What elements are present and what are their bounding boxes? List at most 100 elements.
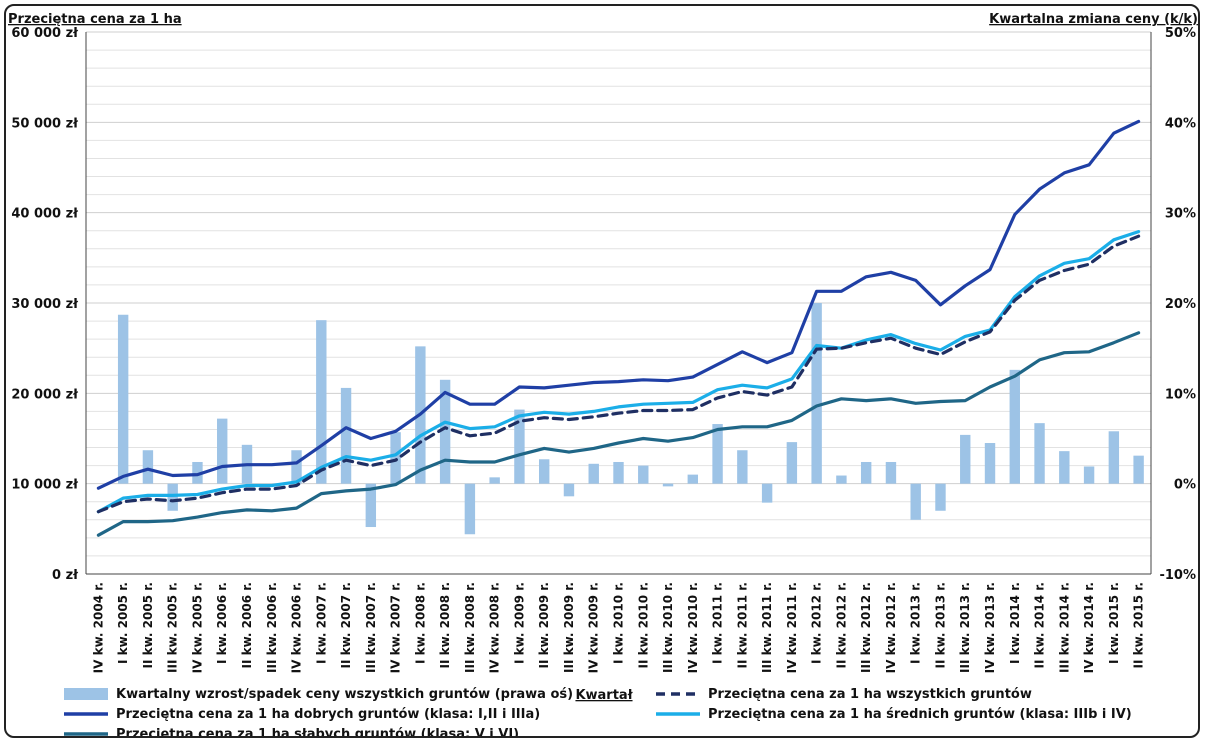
x-tick-label: III kw. 2007 r. — [364, 582, 378, 673]
y-left-tick-label: 10 000 zł — [11, 478, 79, 493]
bar — [885, 461, 897, 484]
legend-label: Przeciętna cena za 1 ha wszystkich grunt… — [708, 687, 1032, 702]
x-tick-label: I kw. 2007 r. — [314, 582, 328, 664]
x-tick-label: IV kw. 2008 r. — [488, 582, 502, 673]
x-tick-label: I kw. 2010 r. — [612, 582, 626, 664]
axes: 0 zł 10 000 zł 20 000 zł 30 000 zł 40 000 zł… — [11, 26, 1196, 673]
bar — [489, 477, 500, 484]
x-tick-label: II kw. 2011 r. — [735, 582, 749, 668]
y-left-tick-label: 30 000 zł — [11, 297, 79, 312]
bar — [365, 483, 377, 528]
legend-label: Przeciętna cena za 1 ha średnich gruntów… — [708, 707, 1132, 722]
x-tick-label: IV kw. 2014 r. — [1082, 582, 1096, 673]
right-axis-title: Kwartalna zmiana ceny (k/k) — [989, 12, 1198, 27]
bar — [984, 443, 996, 484]
x-tick-label: IV kw. 2007 r. — [389, 582, 403, 673]
bar — [167, 483, 178, 511]
x-tick-label: IV kw. 2011 r. — [785, 582, 799, 673]
legend-label: Przeciętna cena za 1 ha dobrych gruntów … — [116, 707, 540, 722]
x-tick-label: I kw. 2011 r. — [711, 582, 725, 664]
x-tick-label: II kw. 2015 r. — [1132, 582, 1146, 668]
left-axis-title: Przeciętna cena za 1 ha — [8, 12, 182, 27]
bar — [316, 320, 327, 484]
bar — [340, 387, 352, 484]
y-right-tick-label: 30% — [1165, 207, 1196, 222]
y-right-tick-label: 50% — [1165, 26, 1196, 41]
bar — [712, 424, 723, 484]
bar — [786, 442, 798, 484]
series-line — [96, 230, 1141, 514]
legend-label: Przeciętna cena za 1 ha słabych gruntów … — [116, 727, 519, 738]
x-tick-label: III kw. 2014 r. — [1057, 582, 1071, 673]
y-right-tick-label: 20% — [1165, 297, 1196, 312]
x-tick-label: II kw. 2007 r. — [339, 582, 353, 668]
y-left-tick-label: 60 000 zł — [11, 26, 79, 41]
y-right-tick-label: 10% — [1165, 387, 1196, 402]
x-tick-label: I kw. 2005 r. — [116, 582, 130, 664]
series-line — [96, 119, 1141, 490]
bar — [960, 434, 971, 484]
bar — [217, 418, 228, 484]
bar — [613, 461, 624, 484]
x-tick-label: I kw. 2012 r. — [810, 582, 824, 664]
bar — [464, 483, 476, 535]
bar — [1034, 423, 1045, 484]
x-tick-label: III kw. 2010 r. — [661, 582, 675, 673]
bar — [1009, 369, 1020, 484]
legend: Kwartalny wzrost/spadek ceny wszystkich … — [64, 687, 1132, 738]
bar — [910, 483, 921, 520]
x-tick-label: I kw. 2013 r. — [909, 582, 923, 664]
x-tick-label: IV kw. 2013 r. — [983, 582, 997, 673]
x-tick-label: IV kw. 2005 r. — [190, 582, 204, 673]
bar-series — [117, 303, 1144, 535]
x-tick-label: III kw. 2009 r. — [562, 582, 576, 673]
x-tick-label: III kw. 2005 r. — [166, 582, 180, 673]
x-tick-label: III kw. 2008 r. — [463, 582, 477, 673]
bar — [1059, 451, 1070, 484]
bar — [638, 465, 649, 484]
bar — [588, 463, 599, 484]
x-tick-label: II kw. 2012 r. — [834, 582, 848, 668]
y-right-tick-label: 0% — [1174, 478, 1196, 493]
x-tick-label: II kw. 2006 r. — [240, 582, 254, 668]
bar — [1083, 466, 1095, 484]
bar — [538, 459, 550, 484]
bar — [860, 461, 872, 484]
x-tick-label: IV kw. 2006 r. — [290, 582, 304, 673]
x-tick-label: IV kw. 2004 r. — [91, 582, 105, 673]
y-right-tick-label: 40% — [1165, 116, 1196, 131]
legend-swatch — [64, 688, 108, 700]
y-right-tick-label: -10% — [1159, 568, 1196, 583]
bar — [1108, 431, 1120, 484]
x-tick-label: II kw. 2014 r. — [1033, 582, 1047, 668]
series-line — [96, 331, 1141, 537]
x-tick-label: I kw. 2014 r. — [1008, 582, 1022, 664]
bar — [117, 314, 129, 484]
x-tick-label: I kw. 2009 r. — [512, 582, 526, 664]
bar — [142, 450, 154, 484]
series-line — [96, 234, 1141, 514]
y-left-tick-label: 20 000 zł — [11, 387, 79, 402]
bar — [761, 483, 773, 503]
x-tick-label: III kw. 2006 r. — [265, 582, 279, 673]
x-tick-label: I kw. 2008 r. — [413, 582, 427, 664]
x-tick-label: II kw. 2010 r. — [636, 582, 650, 668]
x-axis-title: Kwartał — [575, 688, 633, 703]
x-tick-label: III kw. 2012 r. — [859, 582, 873, 673]
line-series — [96, 119, 1141, 537]
x-tick-label: I kw. 2006 r. — [215, 582, 229, 664]
chart-frame: 0 zł 10 000 zł 20 000 zł 30 000 zł 40 000 zł… — [4, 4, 1200, 738]
x-tick-label: II kw. 2008 r. — [438, 582, 452, 668]
bar — [687, 474, 699, 484]
bar — [811, 303, 822, 484]
x-tick-label: I kw. 2015 r. — [1107, 582, 1121, 664]
bar — [291, 450, 302, 484]
x-tick-label: II kw. 2013 r. — [933, 582, 947, 668]
bar — [1133, 455, 1144, 484]
bar — [935, 483, 946, 511]
bar — [836, 475, 847, 484]
bar — [192, 461, 203, 484]
bar — [662, 483, 674, 487]
x-tick-label: IV kw. 2010 r. — [686, 582, 700, 673]
x-tick-label: IV kw. 2009 r. — [587, 582, 601, 673]
